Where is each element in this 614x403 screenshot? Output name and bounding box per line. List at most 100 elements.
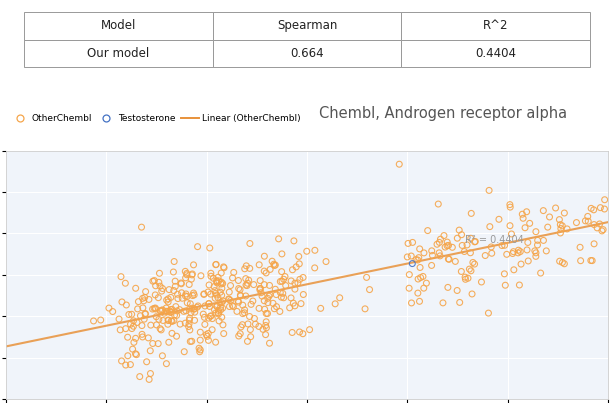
OtherChembl [248, 298, 258, 304]
OtherChembl [259, 281, 269, 288]
OtherChembl [287, 329, 297, 336]
OtherChembl [148, 340, 158, 347]
OtherChembl [435, 236, 445, 243]
OtherChembl [268, 300, 278, 307]
OtherChembl [179, 308, 188, 315]
OtherChembl [164, 339, 174, 345]
OtherChembl [598, 226, 608, 233]
OtherChembl [242, 283, 252, 289]
OtherChembl [219, 264, 228, 270]
OtherChembl [209, 283, 219, 290]
OtherChembl [213, 274, 223, 280]
Legend: OtherChembl, Testosterone, Linear (OtherChembl): OtherChembl, Testosterone, Linear (Other… [10, 114, 300, 123]
OtherChembl [241, 263, 251, 269]
OtherChembl [211, 310, 220, 316]
OtherChembl [460, 276, 470, 283]
OtherChembl [502, 251, 511, 258]
OtherChembl [225, 283, 235, 289]
OtherChembl [217, 314, 227, 320]
OtherChembl [181, 268, 190, 274]
OtherChembl [139, 316, 149, 322]
OtherChembl [470, 261, 480, 267]
OtherChembl [509, 266, 519, 273]
OtherChembl [173, 295, 183, 302]
OtherChembl [593, 224, 602, 231]
OtherChembl [233, 297, 243, 304]
OtherChembl [171, 283, 181, 290]
OtherChembl [206, 313, 216, 319]
OtherChembl [405, 271, 414, 278]
OtherChembl [442, 243, 452, 249]
OtherChembl [500, 282, 510, 289]
OtherChembl [262, 310, 271, 317]
OtherChembl [448, 244, 457, 251]
OtherChembl [513, 249, 523, 256]
OtherChembl [254, 305, 264, 312]
OtherChembl [271, 291, 281, 298]
OtherChembl [154, 279, 164, 286]
OtherChembl [131, 335, 141, 341]
OtherChembl [168, 269, 178, 275]
OtherChembl [182, 293, 192, 300]
OtherChembl [270, 262, 280, 268]
OtherChembl [172, 333, 182, 339]
OtherChembl [533, 237, 543, 243]
OtherChembl [451, 258, 460, 265]
OtherChembl [120, 280, 130, 287]
OtherChembl [427, 247, 437, 254]
OtherChembl [259, 268, 269, 274]
OtherChembl [545, 214, 554, 220]
OtherChembl [204, 300, 214, 307]
OtherChembl [394, 161, 404, 167]
OtherChembl [295, 276, 305, 283]
OtherChembl [453, 235, 462, 241]
OtherChembl [576, 258, 586, 264]
OtherChembl [224, 296, 234, 303]
OtherChembl [234, 285, 244, 292]
OtherChembl [114, 316, 124, 322]
OtherChembl [500, 271, 510, 277]
OtherChembl [281, 283, 290, 289]
OtherChembl [263, 299, 273, 306]
OtherChembl [439, 233, 449, 239]
OtherChembl [587, 258, 597, 264]
OtherChembl [518, 215, 528, 222]
OtherChembl [558, 222, 567, 229]
OtherChembl [362, 274, 371, 280]
OtherChembl [210, 295, 220, 301]
OtherChembl [218, 298, 228, 304]
OtherChembl [192, 304, 202, 310]
OtherChembl [150, 283, 160, 289]
OtherChembl [88, 318, 98, 324]
OtherChembl [131, 285, 141, 291]
OtherChembl [146, 347, 155, 354]
OtherChembl [414, 298, 424, 305]
OtherChembl [423, 227, 433, 234]
OtherChembl [403, 240, 413, 247]
OtherChembl [463, 275, 473, 281]
OtherChembl [189, 306, 199, 312]
OtherChembl [214, 307, 223, 314]
OtherChembl [154, 316, 164, 323]
OtherChembl [518, 211, 527, 218]
OtherChembl [241, 275, 251, 282]
OtherChembl [185, 327, 195, 333]
OtherChembl [455, 299, 465, 305]
OtherChembl [438, 300, 448, 306]
OtherChembl [270, 305, 279, 312]
OtherChembl [275, 308, 285, 315]
OtherChembl [232, 308, 242, 315]
OtherChembl [158, 317, 168, 324]
OtherChembl [263, 295, 273, 301]
OtherChembl [200, 321, 210, 328]
OtherChembl [216, 270, 226, 276]
OtherChembl [554, 216, 564, 223]
OtherChembl [466, 235, 476, 241]
OtherChembl [176, 280, 186, 287]
OtherChembl [589, 241, 599, 247]
OtherChembl [435, 239, 445, 245]
OtherChembl [442, 239, 452, 245]
OtherChembl [302, 248, 312, 254]
OtherChembl [206, 291, 216, 297]
OtherChembl [186, 310, 196, 316]
